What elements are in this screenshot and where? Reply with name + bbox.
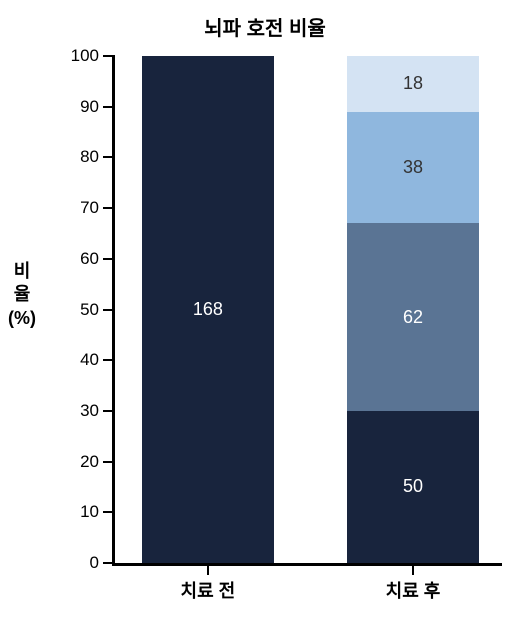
bar-segment: 38 xyxy=(347,112,479,224)
stacked-bar-chart: 뇌파 호전 비율 비 율 (%) 0102030405060708090100치… xyxy=(0,0,530,629)
bar-segment: 50 xyxy=(347,411,479,563)
y-tick-label: 40 xyxy=(80,350,115,370)
y-tick-label: 50 xyxy=(80,300,115,320)
bar: 50623818 xyxy=(347,56,479,563)
y-tick-label: 30 xyxy=(80,401,115,421)
y-tick-label: 10 xyxy=(80,502,115,522)
y-axis-label: 비 율 (%) xyxy=(8,260,36,330)
y-tick-label: 0 xyxy=(90,553,115,573)
bar-segment: 18 xyxy=(347,56,479,112)
x-category-label: 치료 후 xyxy=(386,563,441,603)
chart-title: 뇌파 호전 비율 xyxy=(0,12,530,41)
bar: 168 xyxy=(142,56,274,563)
ylabel-line: 비 xyxy=(8,260,36,283)
y-tick-label: 20 xyxy=(80,452,115,472)
ylabel-line: (%) xyxy=(8,307,36,330)
y-tick-label: 100 xyxy=(71,46,115,66)
plot-area: 0102030405060708090100치료 전168치료 후5062381… xyxy=(112,56,502,566)
x-category-label: 치료 전 xyxy=(181,563,236,603)
bar-segment: 168 xyxy=(142,56,274,563)
ylabel-line: 율 xyxy=(8,283,36,306)
bar-segment: 62 xyxy=(347,223,479,411)
y-tick-label: 70 xyxy=(80,198,115,218)
y-tick-label: 60 xyxy=(80,249,115,269)
y-tick-label: 90 xyxy=(80,97,115,117)
y-tick-label: 80 xyxy=(80,147,115,167)
